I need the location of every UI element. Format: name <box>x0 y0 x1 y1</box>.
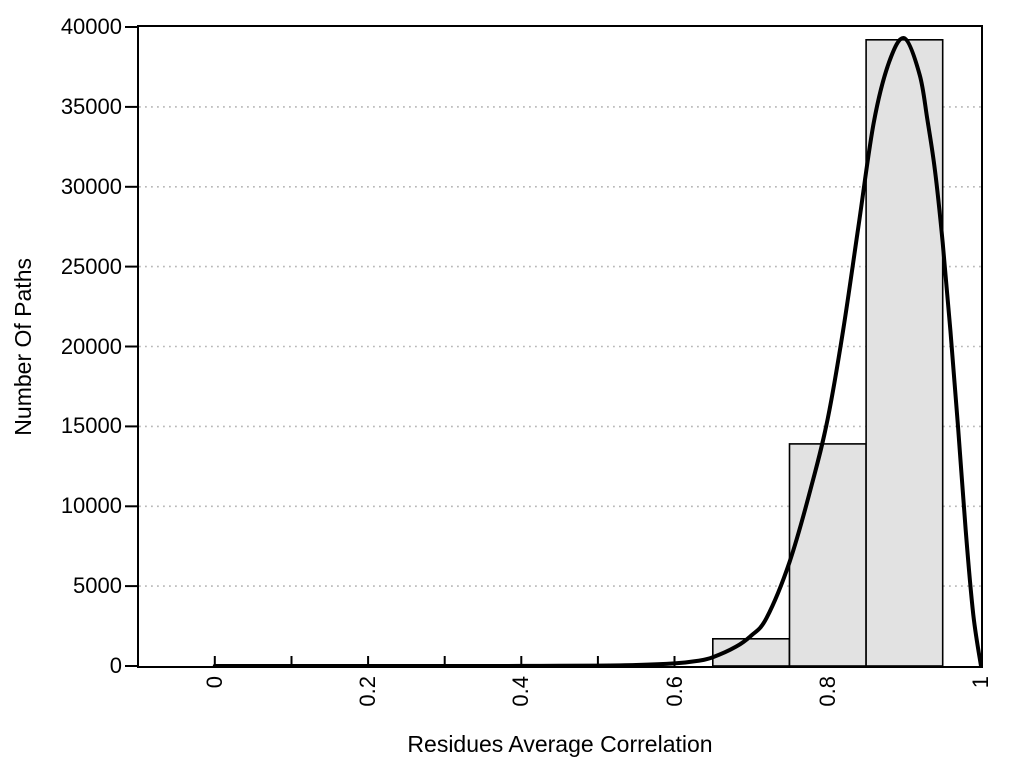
x-tick-label: 0 <box>202 676 227 689</box>
y-tick-label: 10000 <box>60 493 122 518</box>
y-tick-label: 40000 <box>60 14 122 39</box>
x-tick-label: 0.6 <box>662 676 687 707</box>
y-axis-title-box: Number Of Paths <box>6 25 40 668</box>
y-tick-label: 35000 <box>60 94 122 119</box>
x-tick-label: 0.8 <box>815 676 840 707</box>
x-tick-label: 1 <box>968 676 993 689</box>
y-axis-title: Number Of Paths <box>9 257 36 436</box>
y-tick-label: 20000 <box>60 334 122 359</box>
y-tick-label: 0 <box>109 653 122 678</box>
x-tick-label: 0.2 <box>355 676 380 707</box>
y-tick-label: 25000 <box>60 254 122 279</box>
y-tick-label: 30000 <box>60 174 122 199</box>
histogram-bar <box>788 443 867 667</box>
plot-border <box>137 25 983 668</box>
x-axis-title: Residues Average Correlation <box>407 731 713 757</box>
y-tick-label: 5000 <box>73 573 122 598</box>
y-tick-label: 15000 <box>60 413 122 438</box>
x-tick-label: 0.4 <box>508 676 533 707</box>
